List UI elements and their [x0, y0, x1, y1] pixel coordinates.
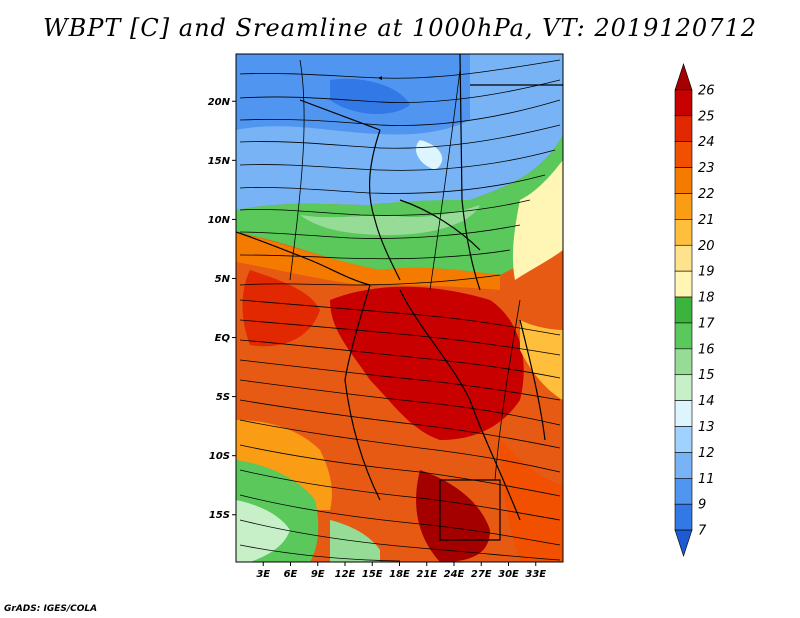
colorbar-segment: [674, 374, 693, 401]
colorbar-segment: [674, 193, 693, 220]
lon-tick-label: 12E: [335, 569, 356, 580]
lat-tick-label: 20N: [208, 97, 231, 108]
colorbar-level-label: 21: [698, 213, 715, 228]
colorbar-segment: [674, 270, 693, 298]
lon-tick-label: 33E: [525, 569, 546, 580]
map-title: WBPT [C] and Sreamline at 1000hPa, VT: 2…: [42, 14, 758, 42]
lat-tick-label: 15N: [208, 156, 231, 167]
colorbar-segment: [674, 89, 693, 117]
colorbar-segment: [674, 219, 693, 246]
colorbar-segment: [674, 296, 693, 324]
software-credit: GrADS: IGES/COLA: [4, 604, 98, 614]
colorbar-segment: [674, 478, 693, 505]
colorbar-level-label: 9: [698, 498, 706, 513]
colorbar: 26 25 24 23 22 21 20 19 18 17 16 15 14 13 12 11 9 7: [674, 63, 715, 557]
streamlines: [239, 59, 561, 562]
lon-tick-label: 9E: [311, 569, 325, 580]
colorbar-segment: [674, 426, 693, 453]
colorbar-segment: [674, 503, 693, 531]
colorbar-level-label: 16: [698, 342, 715, 357]
country-borders: [236, 54, 563, 541]
lon-tick-label: 27E: [471, 569, 492, 580]
lon-tick-label: 15E: [362, 569, 383, 580]
colorbar-level-label: 17: [698, 316, 715, 331]
colorbar-level-label: 22: [698, 187, 715, 202]
lon-tick-label: 24E: [444, 569, 465, 580]
colorbar-level-label: 18: [698, 291, 715, 306]
lat-tick-label: 15S: [209, 510, 230, 521]
lon-tick-label: 3E: [256, 569, 270, 580]
colorbar-level-label: 20: [698, 239, 715, 254]
colorbar-segment: [674, 167, 693, 194]
colorbar-level-label: 7: [698, 524, 707, 539]
colorbar-level-label: 26: [698, 83, 715, 98]
colorbar-level-label: 12: [698, 446, 715, 461]
lon-tick-label: 30E: [498, 569, 519, 580]
lat-tick-label: 10S: [209, 451, 230, 462]
colorbar-level-label: 19: [698, 265, 715, 280]
colorbar-level-label: 24: [698, 135, 715, 150]
colorbar-segment: [674, 115, 693, 142]
temperature-field: [236, 54, 563, 562]
latitude-axis: 20N 15N 10N 5N EQ 5S 10S 15S: [208, 97, 236, 521]
longitude-axis: 3E 6E 9E 12E 15E 18E 21E 24E 27E 30E 33E: [256, 562, 546, 580]
colorbar-segment: [674, 244, 693, 272]
colorbar-level-label: 23: [698, 161, 715, 176]
colorbar-level-label: 15: [698, 368, 715, 383]
lat-tick-label: 5N: [215, 274, 231, 285]
colorbar-level-label: 13: [698, 420, 715, 435]
colorbar-segment: [674, 348, 693, 376]
lat-tick-label: EQ: [215, 333, 231, 344]
colorbar-level-label: 14: [698, 394, 715, 409]
colorbar-top-arrow: [674, 63, 693, 91]
colorbar-level-label: 11: [698, 472, 715, 487]
colorbar-segment: [674, 400, 693, 427]
lon-tick-label: 21E: [416, 569, 437, 580]
colorbar-segment: [674, 452, 693, 479]
lat-tick-label: 10N: [208, 215, 231, 226]
lon-tick-label: 18E: [389, 569, 410, 580]
colorbar-bottom-arrow: [674, 529, 693, 557]
lat-tick-label: 5S: [216, 392, 230, 403]
colorbar-level-label: 25: [698, 109, 715, 124]
lon-tick-label: 6E: [284, 569, 298, 580]
colorbar-segment: [674, 322, 693, 350]
colorbar-segment: [674, 141, 693, 168]
